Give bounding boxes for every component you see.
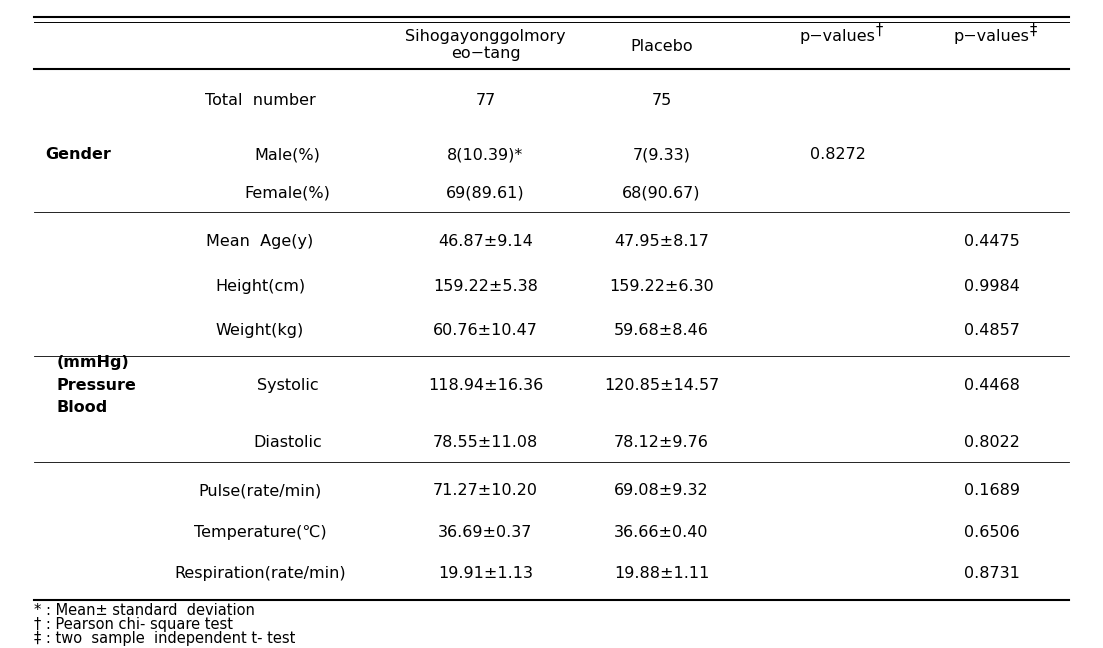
Text: 47.95±8.17: 47.95±8.17	[614, 234, 709, 249]
Text: Total  number: Total number	[204, 93, 315, 108]
Text: †: †	[876, 23, 884, 38]
Text: Height(cm): Height(cm)	[215, 279, 306, 294]
Text: 75: 75	[652, 93, 672, 108]
Text: Systolic: Systolic	[257, 378, 319, 393]
Text: p−values: p−values	[800, 29, 876, 44]
Text: Placebo: Placebo	[630, 39, 693, 54]
Text: Respiration(rate/min): Respiration(rate/min)	[174, 566, 345, 581]
Text: 0.8731: 0.8731	[964, 566, 1019, 581]
Text: 7(9.33): 7(9.33)	[633, 148, 690, 163]
Text: 120.85±14.57: 120.85±14.57	[604, 378, 719, 393]
Text: 36.69±0.37: 36.69±0.37	[438, 525, 533, 540]
Text: Sihogayonggolmory: Sihogayonggolmory	[405, 29, 566, 44]
Text: Weight(kg): Weight(kg)	[216, 323, 304, 338]
Text: 46.87±9.14: 46.87±9.14	[438, 234, 533, 249]
Text: 69.08±9.32: 69.08±9.32	[614, 483, 709, 498]
Text: 78.55±11.08: 78.55±11.08	[432, 435, 538, 450]
Text: * : Mean± standard  deviation: * : Mean± standard deviation	[34, 603, 255, 618]
Text: Blood: Blood	[56, 400, 108, 415]
Text: 0.8022: 0.8022	[964, 435, 1019, 450]
Text: 0.9984: 0.9984	[964, 279, 1019, 294]
Text: 0.6506: 0.6506	[964, 525, 1019, 540]
Text: ‡ : two  sample  independent t- test: ‡ : two sample independent t- test	[34, 631, 296, 646]
Text: 159.22±5.38: 159.22±5.38	[433, 279, 538, 294]
Text: 60.76±10.47: 60.76±10.47	[433, 323, 538, 338]
Text: eo−tang: eo−tang	[451, 47, 521, 62]
Text: Pressure: Pressure	[56, 378, 137, 393]
Text: 118.94±16.36: 118.94±16.36	[428, 378, 543, 393]
Text: 159.22±6.30: 159.22±6.30	[609, 279, 714, 294]
Text: 0.4475: 0.4475	[964, 234, 1019, 249]
Text: Gender: Gender	[45, 148, 111, 163]
Text: ‡: ‡	[1030, 23, 1037, 38]
Text: 71.27±10.20: 71.27±10.20	[433, 483, 538, 498]
Text: 68(90.67): 68(90.67)	[622, 186, 700, 201]
Text: Mean  Age(y): Mean Age(y)	[206, 234, 313, 249]
Text: Diastolic: Diastolic	[253, 435, 322, 450]
Text: † : Pearson chi- square test: † : Pearson chi- square test	[34, 617, 234, 632]
Text: Pulse(rate/min): Pulse(rate/min)	[199, 483, 322, 498]
Text: Temperature(℃): Temperature(℃)	[194, 525, 326, 540]
Text: p−values: p−values	[954, 29, 1029, 44]
Text: 77: 77	[475, 93, 495, 108]
Text: 8(10.39)*: 8(10.39)*	[448, 148, 524, 163]
Text: Female(%): Female(%)	[245, 186, 331, 201]
Text: 36.66±0.40: 36.66±0.40	[614, 525, 709, 540]
Text: 0.4857: 0.4857	[964, 323, 1019, 338]
Text: 59.68±8.46: 59.68±8.46	[614, 323, 709, 338]
Text: 19.88±1.11: 19.88±1.11	[614, 566, 709, 581]
Text: 78.12±9.76: 78.12±9.76	[614, 435, 709, 450]
Text: 0.8272: 0.8272	[810, 148, 866, 163]
Text: (mmHg): (mmHg)	[56, 355, 129, 370]
Text: 19.91±1.13: 19.91±1.13	[438, 566, 533, 581]
Text: 69(89.61): 69(89.61)	[447, 186, 525, 201]
Text: 0.4468: 0.4468	[964, 378, 1019, 393]
Text: 0.1689: 0.1689	[964, 483, 1019, 498]
Text: Male(%): Male(%)	[255, 148, 320, 163]
